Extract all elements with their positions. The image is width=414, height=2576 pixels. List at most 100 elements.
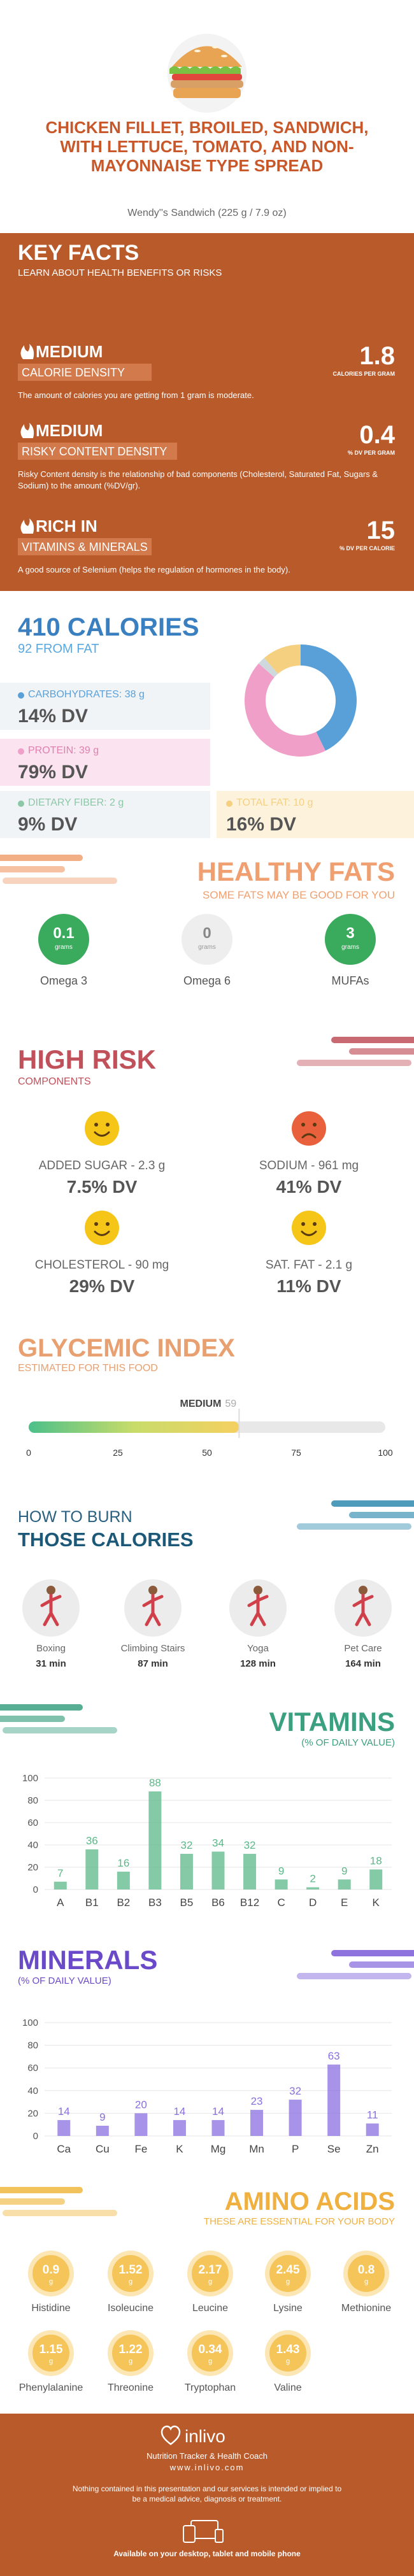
amino-name: Valine — [274, 2382, 302, 2393]
decor-stripe — [0, 1716, 65, 1722]
donut-segment — [245, 663, 325, 757]
section-title: HIGH RISK — [18, 1044, 157, 1074]
flame-icon — [20, 344, 34, 359]
value-label: 9 — [99, 2111, 105, 2123]
bar — [85, 1849, 99, 1889]
decor-stripe — [0, 2187, 83, 2193]
fact-description: A good source of Selenium (helps the reg… — [18, 565, 290, 574]
decor-stripe — [0, 866, 65, 872]
value-label: 34 — [212, 1837, 224, 1849]
risk-face — [292, 1211, 326, 1245]
face-eye — [301, 1123, 305, 1127]
section-title: KEY FACTS — [18, 241, 139, 265]
fat-name: Omega 3 — [39, 974, 88, 987]
value-label: 36 — [86, 1835, 98, 1847]
amino-unit: g — [48, 2358, 54, 2365]
x-tick-label: Mg — [211, 2143, 226, 2155]
fact-value: 1.8 — [359, 342, 395, 370]
x-tick-label: E — [341, 1896, 348, 1909]
value-label: 32 — [289, 2085, 301, 2097]
face-eye — [313, 1123, 317, 1127]
x-tick-label: B2 — [117, 1896, 130, 1909]
risk-face — [292, 1111, 326, 1146]
decor-stripe — [0, 2198, 65, 2205]
bar — [306, 1887, 320, 1889]
x-tick-label: B3 — [148, 1896, 162, 1909]
gauge-value: 59 — [225, 1398, 237, 1409]
face-eye — [94, 1222, 98, 1226]
fact-name: RISKY CONTENT DENSITY — [22, 445, 168, 458]
x-tick-label: B12 — [240, 1896, 259, 1909]
amino-name: Methionine — [341, 2303, 392, 2314]
macro-band — [217, 791, 414, 838]
macro-dv: 79% DV — [18, 762, 89, 783]
face-eye — [106, 1222, 110, 1226]
bar — [275, 1879, 288, 1889]
macro-dv: 16% DV — [226, 814, 297, 835]
fat-name: Omega 6 — [183, 974, 231, 987]
value-label: 2 — [310, 1873, 315, 1885]
macro-band — [0, 683, 210, 730]
value-label: 32 — [244, 1839, 256, 1851]
activity-time: 128 min — [240, 1658, 276, 1669]
y-tick-label: 80 — [27, 2040, 38, 2051]
x-tick-label: Ca — [57, 2143, 71, 2155]
amino-name: Isoleucine — [107, 2303, 154, 2314]
activity-name: Yoga — [247, 1643, 269, 1654]
amino-circle — [269, 2335, 306, 2372]
bar — [369, 1869, 383, 1889]
amino-circle — [32, 2255, 69, 2292]
amino-unit: g — [285, 2278, 290, 2286]
face-mouth — [301, 1133, 317, 1139]
activity-figure — [247, 1593, 269, 1626]
macro-label: CARBOHYDRATES: 38 g — [28, 689, 145, 700]
x-tick-label: B6 — [211, 1896, 225, 1909]
x-tick-label: Se — [327, 2143, 341, 2155]
risk-dv: 7.5% DV — [66, 1177, 138, 1197]
section-subtitle: 92 FROM FAT — [18, 642, 99, 656]
decor-stripe — [3, 878, 117, 884]
value-label: 14 — [212, 2105, 224, 2117]
face-eye — [94, 1123, 98, 1127]
fact-description: Risky Content density is the relationshi… — [18, 469, 378, 490]
activity-figure-head — [359, 1586, 368, 1595]
amino-circle — [112, 2335, 149, 2372]
sandwich-illustration — [168, 34, 246, 113]
x-tick-label: B1 — [85, 1896, 99, 1909]
y-tick-label: 60 — [27, 2063, 38, 2074]
amino-value: 1.15 — [39, 2343, 63, 2356]
decor-stripe — [349, 1048, 414, 1055]
section-title: 410 CALORIES — [18, 613, 199, 641]
bar — [180, 1854, 193, 1889]
section-title: GLYCEMIC INDEX — [18, 1334, 235, 1362]
chart-subtitle: (% OF DAILY VALUE) — [18, 1975, 111, 1986]
y-tick-label: 0 — [33, 2131, 38, 2142]
section-title: AMINO ACIDS — [224, 2188, 395, 2216]
decor-stripe — [0, 1704, 83, 1711]
donut-segment — [264, 644, 301, 674]
section-title: HOW TO BURN — [18, 1508, 132, 1526]
bar — [96, 2125, 109, 2136]
amino-value: 1.43 — [276, 2343, 300, 2356]
fat-value: 3 — [346, 925, 355, 942]
title: CHICKEN FILLET, BROILED, SANDWICH, WITH … — [45, 118, 369, 175]
fat-circle — [38, 914, 89, 965]
gauge-tick-label: 50 — [202, 1448, 212, 1458]
bar — [338, 1879, 351, 1889]
risk-label: ADDED SUGAR - 2.3 g — [38, 1159, 166, 1172]
value-label: 11 — [367, 2109, 378, 2121]
fact-level: MEDIUM — [36, 342, 103, 361]
bar — [134, 2113, 148, 2136]
gauge-tick-label: 75 — [291, 1448, 301, 1458]
activity-figure — [40, 1593, 62, 1626]
fact-name: VITAMINS & MINERALS — [22, 541, 148, 553]
macro-band — [0, 791, 210, 838]
activity-figure — [352, 1593, 374, 1626]
fact-level: RICH IN — [36, 516, 97, 536]
amino-circle — [112, 2255, 149, 2292]
activity-time: 31 min — [36, 1658, 66, 1669]
amino-name: Phenylalanine — [18, 2382, 83, 2393]
device-phone — [215, 2529, 224, 2543]
amino-circle — [348, 2255, 385, 2292]
amino-unit: g — [285, 2358, 290, 2365]
